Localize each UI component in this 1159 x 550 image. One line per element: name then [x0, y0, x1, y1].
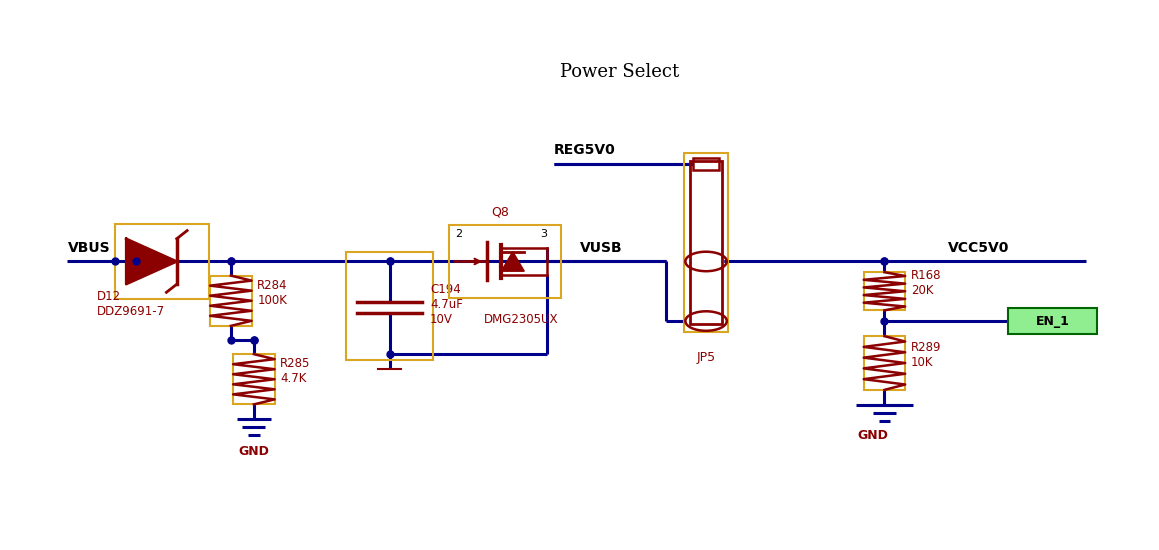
Text: JP5: JP5: [697, 351, 715, 364]
Text: 2: 2: [455, 229, 462, 239]
Text: GND: GND: [858, 430, 888, 442]
Text: Power Select: Power Select: [560, 63, 679, 81]
Text: VCC5V0: VCC5V0: [948, 241, 1009, 255]
Bar: [863, 272, 905, 310]
Text: VBUS: VBUS: [67, 241, 110, 255]
Polygon shape: [126, 239, 177, 284]
Bar: [210, 276, 252, 326]
Text: Q8: Q8: [491, 205, 509, 218]
Text: C194
4.7uF
10V: C194 4.7uF 10V: [430, 283, 462, 326]
Text: DMG2305UX: DMG2305UX: [483, 313, 559, 326]
Bar: [693, 158, 719, 170]
Bar: [1007, 308, 1098, 334]
Text: 3: 3: [540, 229, 547, 239]
Text: GND: GND: [239, 444, 269, 458]
Text: R289
10K: R289 10K: [911, 341, 941, 369]
Bar: [115, 223, 209, 299]
Bar: [450, 224, 561, 298]
Bar: [233, 354, 275, 404]
Bar: [863, 336, 905, 390]
Text: REG5V0: REG5V0: [554, 144, 615, 157]
Bar: [690, 161, 722, 324]
Text: R284
100K: R284 100K: [257, 279, 287, 306]
Polygon shape: [501, 252, 524, 271]
Text: VUSB: VUSB: [580, 241, 622, 255]
Text: D12
DDZ9691-7: D12 DDZ9691-7: [97, 290, 166, 317]
Text: R285
4.7K: R285 4.7K: [280, 357, 311, 385]
Bar: [684, 153, 728, 332]
Text: EN_1: EN_1: [1035, 315, 1070, 328]
Bar: [345, 252, 433, 360]
Text: R168
20K: R168 20K: [911, 269, 941, 297]
